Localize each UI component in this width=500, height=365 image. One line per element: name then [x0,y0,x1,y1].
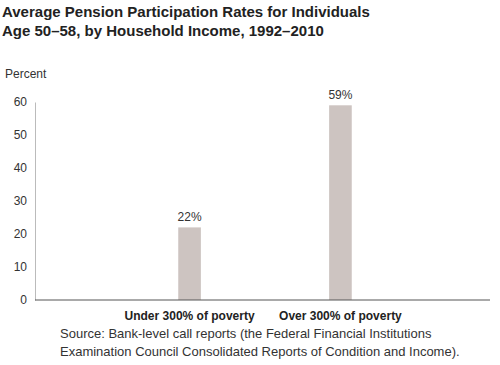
y-axis-title: Percent [5,67,47,81]
x-tick-label: Over 300% of poverty [279,309,402,323]
y-axis-line [35,103,36,301]
y-tick-label: 40 [14,161,28,175]
chart: Average Pension Participation Rates for … [0,0,500,365]
y-tick-label: 20 [14,227,28,241]
y-tick: 40 [14,161,35,175]
bar [329,105,352,300]
y-tick: 30 [14,194,35,208]
data-label: 59% [328,88,352,102]
y-tick: 0 [20,293,35,307]
source: Source: Bank-level call reports (the Fed… [60,326,460,359]
x-axis: Under 300% of poverty Over 300% of povert… [35,300,490,323]
y-tick-label: 50 [14,128,28,142]
y-tick-label: 60 [14,95,28,109]
x-axis-line [35,300,490,301]
y-tick-label: 30 [14,194,28,208]
data-labels: 22% 59% [178,88,353,224]
bar [178,227,201,300]
x-tick: Over 300% of poverty [279,300,402,323]
x-tick: Under 300% of poverty [125,300,255,323]
title: Average Pension Participation Rates for … [2,3,370,39]
y-tick: 60 [14,95,35,109]
y-axis: 0 10 20 30 40 50 60 [14,95,36,307]
x-tick-label: Under 300% of poverty [125,309,255,323]
y-tick: 50 [14,128,35,142]
y-tick: 10 [14,260,35,274]
y-tick: 20 [14,227,35,241]
y-tick-label: 10 [14,260,28,274]
y-tick-label: 0 [20,293,27,307]
bars [178,105,352,300]
data-label: 22% [178,210,202,224]
